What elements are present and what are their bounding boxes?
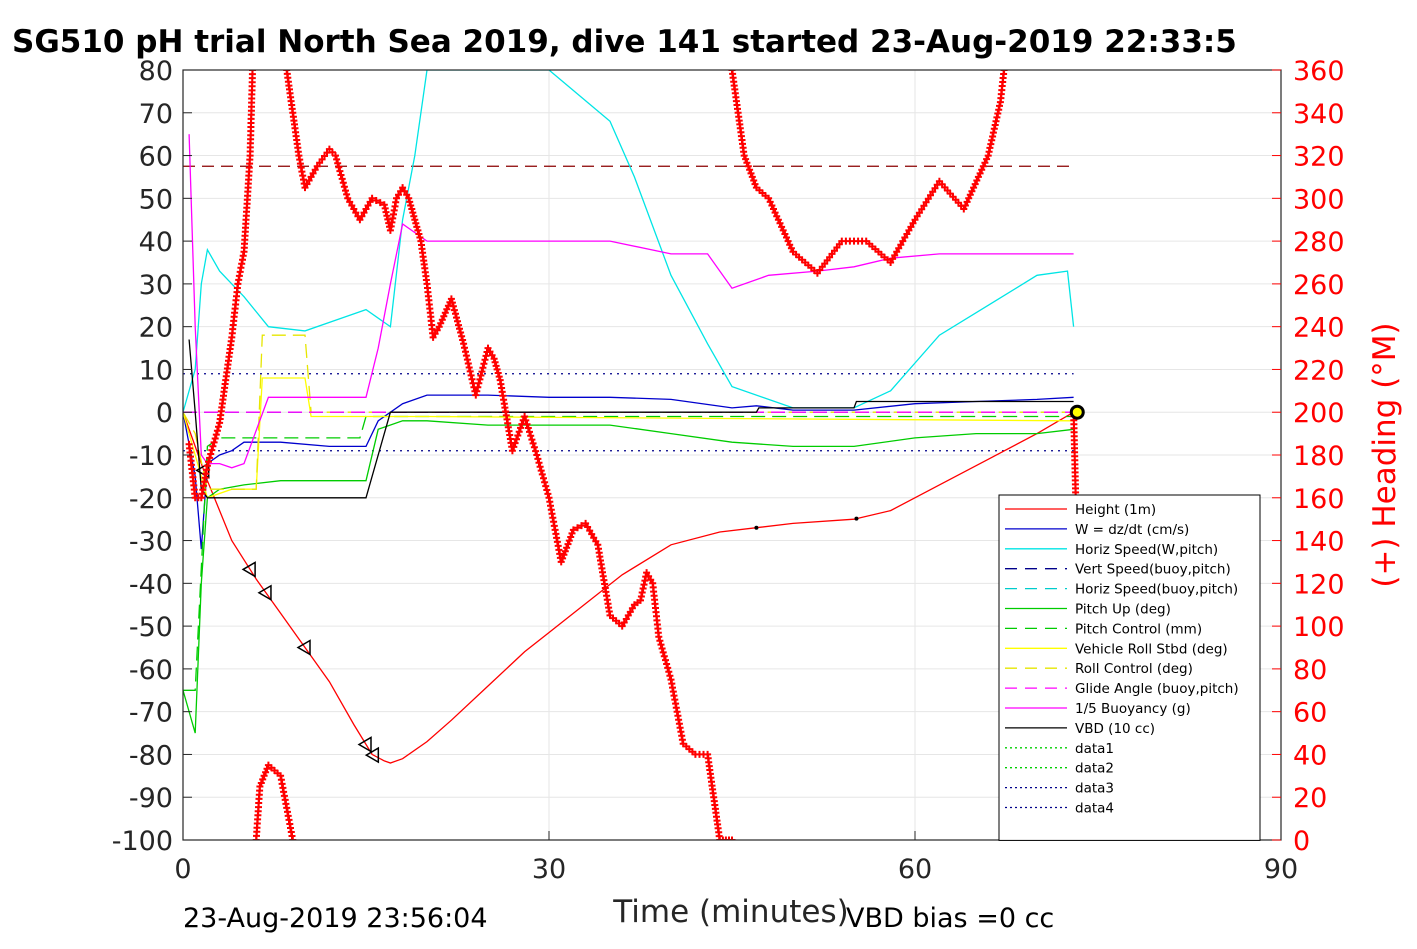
legend-entry: Horiz Speed(W,pitch)	[1075, 542, 1218, 558]
height-triangle-marker	[257, 584, 272, 602]
legend-entry: Roll Control (deg)	[1075, 661, 1193, 677]
data-layer	[183, 70, 1085, 840]
y-tick-label: 20	[139, 313, 173, 344]
y-tick-label: -90	[129, 783, 173, 814]
y-tick-label: 10	[139, 355, 173, 386]
y-tick-label: -30	[129, 527, 173, 558]
plot-area: 80706050403020100-10-20-30-40-50-60-70-8…	[112, 56, 1345, 885]
y-tick-label: -70	[129, 698, 173, 729]
legend-entry: W = dz/dt (cm/s)	[1075, 522, 1189, 538]
y-tick-label: -100	[112, 826, 173, 857]
legend-entry: data3	[1075, 781, 1114, 797]
y-right-tick-label: 360	[1293, 56, 1345, 87]
y-right-tick-label: 260	[1293, 270, 1345, 301]
y-tick-label: -80	[129, 740, 173, 771]
y-tick-label: 50	[139, 184, 173, 215]
y-tick-label: -20	[129, 484, 173, 515]
x-tick-label: 90	[1264, 854, 1298, 885]
y-right-tick-label: 60	[1293, 698, 1327, 729]
height-dot-marker	[754, 525, 759, 530]
footer-vbd-bias: VBD bias =0 cc	[846, 903, 1054, 934]
y-tick-label: 60	[139, 142, 173, 173]
legend-entry: Horiz Speed(buoy,pitch)	[1075, 582, 1238, 598]
series-line-w-dz-dt-cm-s-	[183, 394, 1074, 550]
height-triangle-marker	[296, 639, 311, 656]
y-right-tick-label: 20	[1293, 783, 1327, 814]
y-right-tick-label: 200	[1293, 398, 1345, 429]
legend-entry: VBD (10 cc)	[1075, 721, 1155, 737]
y-tick-label: -60	[129, 655, 173, 686]
series-line-pitch-up-deg-	[183, 420, 1074, 734]
legend-entry: Pitch Up (deg)	[1075, 602, 1171, 618]
y-tick-label: 30	[139, 270, 173, 301]
legend-entry: Height (1m)	[1075, 502, 1156, 518]
y-tick-label: -10	[129, 441, 173, 472]
y-tick-label: 80	[139, 56, 173, 87]
heading-marker-trace	[728, 70, 1008, 277]
y-right-tick-label: 40	[1293, 740, 1327, 771]
legend-entry: data1	[1075, 741, 1114, 757]
footer-timestamp: 23-Aug-2019 23:56:04	[183, 903, 488, 934]
y-right-tick-label: 140	[1293, 527, 1345, 558]
legend: Height (1m) W = dz/dt (cm/s) Horiz Speed(W…	[998, 494, 1261, 841]
y-right-tick-label: 220	[1293, 355, 1345, 386]
x-tick-label: 60	[898, 854, 932, 885]
y-right-tick-label: 280	[1293, 227, 1345, 258]
legend-entry: Pitch Control (mm)	[1075, 621, 1202, 637]
y-right-tick-label: 0	[1293, 826, 1310, 857]
height-triangle-marker	[241, 561, 256, 578]
legend-entry: Vehicle Roll Stbd (deg)	[1075, 641, 1228, 657]
y-tick-label: -50	[129, 612, 173, 643]
y-tick-label: 0	[156, 398, 173, 429]
legend-box	[998, 494, 1261, 841]
y-right-tick-label: 340	[1293, 99, 1345, 130]
y-right-tick-label: 300	[1293, 184, 1345, 215]
y-right-tick-label: 320	[1293, 142, 1345, 173]
x-axis-label: Time (minutes)	[612, 894, 848, 930]
x-tick-label: 0	[174, 854, 191, 885]
right-axis-label: (+) Heading (°M)	[1367, 322, 1403, 587]
y-tick-label: 70	[139, 99, 173, 130]
height-triangle-marker	[364, 746, 380, 764]
legend-entry: data2	[1075, 761, 1114, 777]
height-triangle-marker	[357, 736, 372, 753]
legend-entry: Vert Speed(buoy,pitch)	[1075, 562, 1231, 578]
series-line-horiz-speed-w-pitch-	[183, 70, 1075, 413]
y-right-tick-label: 100	[1293, 612, 1345, 643]
y-right-tick-label: 120	[1293, 569, 1345, 600]
chart-title: SG510 pH trial North Sea 2019, dive 141 …	[12, 24, 1237, 60]
y-right-tick-label: 180	[1293, 441, 1345, 472]
heading-marker-trace	[185, 70, 256, 502]
legend-entry: 1/5 Buoyancy (g)	[1075, 701, 1191, 717]
legend-entry: Glide Angle (buoy,pitch)	[1075, 681, 1239, 697]
heading-marker-trace	[252, 761, 297, 840]
y-tick-label: 40	[139, 227, 173, 258]
x-tick-label: 30	[532, 854, 566, 885]
legend-entry: data4	[1075, 801, 1114, 817]
heading-marker-trace	[283, 70, 736, 840]
height-dot-marker	[854, 516, 859, 521]
series-line-vbd-10-cc-	[188, 339, 1074, 499]
y-tick-label: -40	[129, 569, 173, 600]
end-marker	[1069, 404, 1085, 420]
y-right-tick-label: 240	[1293, 313, 1345, 344]
y-right-tick-label: 160	[1293, 484, 1345, 515]
series-line-height-1m-	[183, 411, 1074, 764]
y-right-tick-label: 80	[1293, 655, 1327, 686]
series-line-1-5-buoyancy-g-	[188, 134, 1074, 469]
